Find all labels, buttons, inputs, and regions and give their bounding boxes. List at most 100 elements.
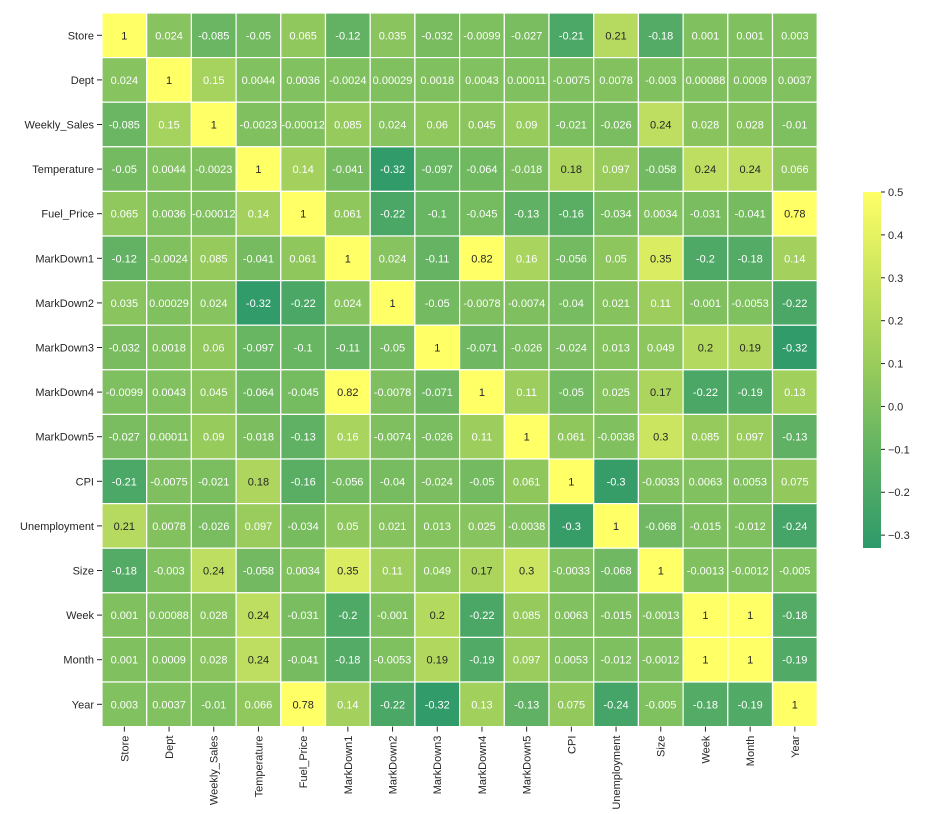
heatmap-cell xyxy=(280,413,327,460)
cell-value-label: -0.18 xyxy=(782,610,807,622)
heatmap-cell xyxy=(682,369,729,415)
cell-value-label: 0.024 xyxy=(379,120,407,132)
cell-value-label: 0.24 xyxy=(650,120,671,132)
cell-value-label: -0.18 xyxy=(112,566,137,578)
heatmap-cell xyxy=(771,324,818,371)
x-tick-label: Month xyxy=(745,736,757,767)
y-tick-label: Month xyxy=(63,655,94,667)
cell-value-label: -0.015 xyxy=(690,521,721,533)
heatmap-cell xyxy=(459,592,505,638)
heatmap-cell xyxy=(146,503,192,549)
cell-value-label: 0.00029 xyxy=(149,298,189,310)
heatmap-cell xyxy=(503,190,550,237)
heatmap-cell xyxy=(324,190,371,237)
cell-value-label: 0.00011 xyxy=(150,432,189,444)
cell-value-label: 0.19 xyxy=(739,343,760,355)
cell-value-label: -0.1 xyxy=(294,343,313,355)
cell-value-label: -0.22 xyxy=(291,298,316,310)
cell-value-label: -0.0012 xyxy=(642,655,679,667)
cell-value-label: -0.32 xyxy=(246,298,271,310)
heatmap-cell xyxy=(459,190,505,237)
cell-value-label: 0.0018 xyxy=(152,343,186,355)
cell-value-label: -0.003 xyxy=(645,75,676,87)
heatmap-cell xyxy=(548,56,595,103)
heatmap-cell xyxy=(414,190,461,237)
y-tick-label: Week xyxy=(66,610,94,622)
y-tick-label: CPI xyxy=(76,476,94,488)
cell-value-label: 0.061 xyxy=(558,432,586,444)
heatmap-cell xyxy=(101,369,148,415)
colorbar-tick-label: 0.2 xyxy=(888,316,903,328)
cell-value-label: 0.78 xyxy=(292,699,313,711)
x-tick-label: Temperature xyxy=(253,736,265,798)
colorbar-ticks: 0.5 0.4 0.3 0.2 0.1 0.0 −0.1 −0.2 −0.3 xyxy=(881,187,910,542)
cell-value-label: 0.065 xyxy=(111,209,139,221)
cell-value-label: 0.18 xyxy=(248,476,269,488)
cell-value-label: -0.012 xyxy=(600,655,631,667)
heatmap-cell xyxy=(503,324,550,371)
cell-value-label: -0.21 xyxy=(559,30,584,42)
cell-value-label: 0.05 xyxy=(337,521,358,533)
cell-value-label: -0.3 xyxy=(562,521,581,533)
heatmap-cell xyxy=(771,369,818,415)
cell-value-label: 0.24 xyxy=(695,164,716,176)
cell-value-label: 1 xyxy=(300,209,306,221)
colorbar-tick-label: 0.4 xyxy=(888,230,903,242)
cell-value-label: -0.04 xyxy=(559,298,584,310)
cell-value-label: 0.075 xyxy=(781,476,809,488)
heatmap-cell xyxy=(503,592,550,638)
y-tick-label: Fuel_Price xyxy=(41,209,94,221)
cell-value-label: -0.068 xyxy=(600,566,631,578)
cell-value-label: 0.13 xyxy=(471,699,492,711)
heatmap-cell xyxy=(414,592,461,638)
cell-value-label: 0.003 xyxy=(781,30,809,42)
cell-value-label: 0.0044 xyxy=(242,75,276,87)
y-axis-labels: Store Dept Weekly_Sales Temperature Fuel_Pri… xyxy=(20,30,102,711)
cell-value-label: 1 xyxy=(568,476,574,488)
heatmap-cell xyxy=(593,12,640,59)
cell-value-label: -0.034 xyxy=(600,209,631,221)
cell-value-label: -0.0013 xyxy=(687,566,724,578)
cell-value-label: 0.001 xyxy=(111,655,139,667)
cell-value-label: 1 xyxy=(211,120,217,132)
heatmap-cell xyxy=(280,636,327,683)
heatmap-cell xyxy=(503,12,550,59)
cell-value-label: 0.00011 xyxy=(507,75,546,87)
heatmap-cell xyxy=(459,681,505,728)
cell-value-label: 0.035 xyxy=(111,298,139,310)
heatmap-cell xyxy=(324,636,371,683)
heatmap-cell xyxy=(771,592,818,638)
heatmap-cell xyxy=(324,681,371,728)
heatmap-cell xyxy=(682,101,729,148)
cell-value-label: -0.24 xyxy=(604,699,629,711)
heatmap-cell xyxy=(771,547,818,594)
heatmap-cell xyxy=(771,503,818,549)
heatmap-cell xyxy=(146,235,192,282)
cell-value-label: 1 xyxy=(121,30,127,42)
cell-value-label: -0.071 xyxy=(466,343,497,355)
cell-value-label: -0.0078 xyxy=(463,298,500,310)
heatmap-cell xyxy=(324,503,371,549)
heatmap-cells: 1 0.024 -0.085 -0.05 0.065 -0.12 0.035 -0.032 -0… xyxy=(101,12,818,728)
heatmap-cell xyxy=(682,592,729,638)
cell-value-label: -0.05 xyxy=(469,476,494,488)
heatmap-cell xyxy=(280,190,327,237)
heatmap-cell xyxy=(235,413,282,460)
heatmap-cell xyxy=(459,280,505,326)
cell-value-label: -0.0038 xyxy=(597,432,634,444)
heatmap-cell xyxy=(146,280,192,326)
heatmap-cell xyxy=(414,324,461,371)
cell-value-label: -0.00012 xyxy=(281,120,324,132)
cell-value-label: -0.056 xyxy=(556,253,587,265)
cell-value-label: 0.78 xyxy=(784,209,805,221)
cell-value-label: -0.0033 xyxy=(642,476,679,488)
cell-value-label: -0.18 xyxy=(738,253,763,265)
heatmap-cell xyxy=(235,190,282,237)
cell-value-label: -0.024 xyxy=(556,343,587,355)
heatmap-cell xyxy=(280,101,327,148)
heatmap-cell xyxy=(548,413,595,460)
heatmap-cell xyxy=(146,636,192,683)
cell-value-label: 1 xyxy=(389,298,395,310)
cell-value-label: 0.028 xyxy=(200,610,228,622)
cell-value-label: 0.0034 xyxy=(644,209,678,221)
